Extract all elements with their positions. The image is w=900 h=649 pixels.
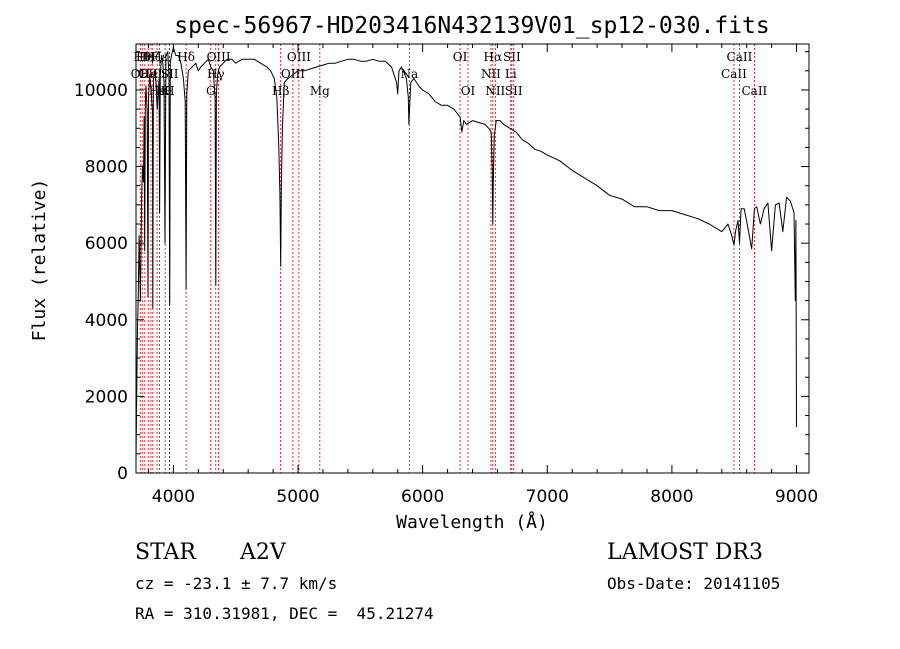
line-marker-label-7: Hε	[151, 50, 168, 64]
observation-date: Obs-Date: 20141105	[607, 574, 781, 593]
plot-frame	[135, 43, 810, 474]
object-class: STAR	[135, 540, 196, 565]
x-tick-label: 7000	[526, 487, 569, 507]
line-marker-label-22: NII	[481, 67, 501, 81]
chart-title: spec-56967-HD203416N432139V01_sp12-030.f…	[174, 13, 769, 39]
axis-ticks: 4000 5000 6000 7000 8000 9000 0 2000 4000 6000 800…	[74, 44, 818, 507]
line-marker-label-25: Li	[505, 67, 517, 81]
x-tick-label: 4000	[152, 487, 195, 507]
line-marker-label-2: Hη	[136, 50, 154, 64]
sky-coordinates: RA = 310.31981, DEC = 45.21274	[135, 604, 434, 623]
line-marker-label-27: SII	[505, 84, 523, 98]
line-marker-label-14: OIII	[207, 50, 231, 64]
line-marker-label-26: SII	[503, 50, 521, 64]
line-marker-label-15: Hβ	[272, 84, 289, 98]
y-tick-label: 8000	[85, 158, 128, 178]
line-marker-label-17: OIII	[287, 50, 311, 64]
line-marker-label-23: Hα	[484, 50, 503, 64]
line-marker-label-18: Mg	[310, 84, 330, 98]
line-marker-label-24: NII	[485, 84, 505, 98]
line-marker-label-0: OII	[131, 67, 151, 81]
y-tick-label: 0	[117, 464, 128, 484]
line-marker-label-12: G	[206, 84, 216, 98]
survey-name: LAMOST DR3	[607, 540, 763, 565]
line-marker-label-29: CaII	[727, 50, 753, 64]
x-tick-label: 5000	[276, 487, 319, 507]
line-marker-label-13: Hγ	[207, 67, 225, 81]
line-marker-label-21: OI	[461, 84, 476, 98]
x-axis-label: Wavelength (Å)	[396, 511, 548, 533]
redshift-cz: cz = -23.1 ± 7.7 km/s	[135, 574, 338, 593]
line-marker-label-28: CaII	[721, 67, 747, 81]
y-axis-label: Flux (relative)	[29, 179, 50, 342]
y-tick-label: 6000	[85, 234, 128, 254]
line-marker-layer: OIIHθHηOIIHeIHζHεHεKHSIIHδGHγOIIIHβOIIIO…	[131, 44, 768, 473]
line-marker-label-20: OI	[453, 50, 468, 64]
spectrum-line-spectrum	[135, 47, 797, 462]
y-tick-label: 4000	[85, 311, 128, 331]
x-tick-label: 9000	[775, 487, 818, 507]
y-tick-label: 10000	[74, 81, 128, 101]
line-marker-label-11: Hδ	[177, 50, 195, 64]
y-tick-label: 2000	[85, 387, 128, 407]
x-tick-label: 6000	[401, 487, 444, 507]
spectral-subclass: A2V	[240, 540, 286, 565]
line-marker-label-1: Hθ	[133, 50, 151, 64]
x-tick-label: 8000	[650, 487, 693, 507]
line-marker-label-19: Na	[400, 67, 418, 81]
plot-area	[135, 47, 797, 462]
line-marker-label-30: CaII	[741, 84, 767, 98]
